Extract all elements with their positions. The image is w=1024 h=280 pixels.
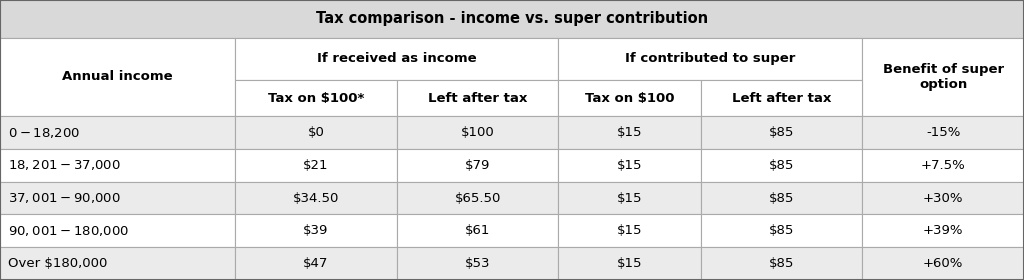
Bar	[700, 116, 862, 149]
Bar	[558, 116, 700, 149]
Text: $85: $85	[769, 224, 794, 237]
Text: $0: $0	[307, 126, 325, 139]
Bar	[396, 149, 558, 182]
Bar	[0, 38, 234, 116]
Text: $79: $79	[465, 159, 490, 172]
Bar	[234, 247, 396, 280]
Bar	[396, 116, 558, 149]
Bar	[558, 80, 700, 116]
Text: $53: $53	[465, 257, 490, 270]
Text: Left after tax: Left after tax	[428, 92, 527, 104]
Text: If received as income: If received as income	[316, 52, 476, 65]
Bar	[0, 0, 1024, 38]
Bar	[234, 38, 558, 80]
Bar	[0, 149, 234, 182]
Bar	[234, 182, 396, 214]
Text: +7.5%: +7.5%	[921, 159, 966, 172]
Text: Tax on $100*: Tax on $100*	[267, 92, 364, 104]
Text: Left after tax: Left after tax	[732, 92, 831, 104]
Bar	[862, 116, 1024, 149]
Text: $15: $15	[616, 126, 642, 139]
Text: Tax on $100: Tax on $100	[585, 92, 674, 104]
Bar	[0, 182, 234, 214]
Text: $15: $15	[616, 159, 642, 172]
Text: -15%: -15%	[926, 126, 961, 139]
Text: $85: $85	[769, 126, 794, 139]
Text: $85: $85	[769, 192, 794, 205]
Text: $34.50: $34.50	[293, 192, 339, 205]
Bar	[234, 80, 396, 116]
Bar	[700, 214, 862, 247]
Text: $39: $39	[303, 224, 329, 237]
Text: Benefit of super
option: Benefit of super option	[883, 63, 1004, 91]
Text: $18,201 - $37,000: $18,201 - $37,000	[8, 158, 121, 172]
Bar	[700, 247, 862, 280]
Text: $100: $100	[461, 126, 495, 139]
Text: $85: $85	[769, 159, 794, 172]
Bar	[0, 116, 234, 149]
Bar	[234, 149, 396, 182]
Bar	[558, 149, 700, 182]
Bar	[396, 80, 558, 116]
Text: $85: $85	[769, 257, 794, 270]
Bar	[862, 149, 1024, 182]
Bar	[862, 38, 1024, 116]
Bar	[862, 214, 1024, 247]
Text: +30%: +30%	[923, 192, 964, 205]
Text: $65.50: $65.50	[455, 192, 501, 205]
Text: $90,001 - $180,000: $90,001 - $180,000	[8, 224, 129, 238]
Bar	[396, 214, 558, 247]
Bar	[234, 116, 396, 149]
Text: +39%: +39%	[923, 224, 964, 237]
Bar	[700, 80, 862, 116]
Bar	[0, 247, 234, 280]
Text: $21: $21	[303, 159, 329, 172]
Bar	[558, 182, 700, 214]
Bar	[558, 247, 700, 280]
Text: Over $180,000: Over $180,000	[8, 257, 108, 270]
Text: $15: $15	[616, 192, 642, 205]
Text: If contributed to super: If contributed to super	[626, 52, 796, 65]
Bar	[862, 182, 1024, 214]
Text: Annual income: Annual income	[62, 71, 173, 83]
Bar	[234, 214, 396, 247]
Bar	[700, 149, 862, 182]
Text: $61: $61	[465, 224, 490, 237]
Bar	[396, 247, 558, 280]
Text: +60%: +60%	[923, 257, 964, 270]
Bar	[558, 38, 862, 80]
Bar	[396, 182, 558, 214]
Bar	[0, 214, 234, 247]
Bar	[558, 214, 700, 247]
Text: $15: $15	[616, 257, 642, 270]
Text: Tax comparison - income vs. super contribution: Tax comparison - income vs. super contri…	[316, 11, 708, 26]
Bar	[700, 182, 862, 214]
Bar	[862, 247, 1024, 280]
Text: $0 - $18,200: $0 - $18,200	[8, 125, 80, 140]
Text: $47: $47	[303, 257, 329, 270]
Text: $15: $15	[616, 224, 642, 237]
Text: $37,001 - $90,000: $37,001 - $90,000	[8, 191, 121, 205]
